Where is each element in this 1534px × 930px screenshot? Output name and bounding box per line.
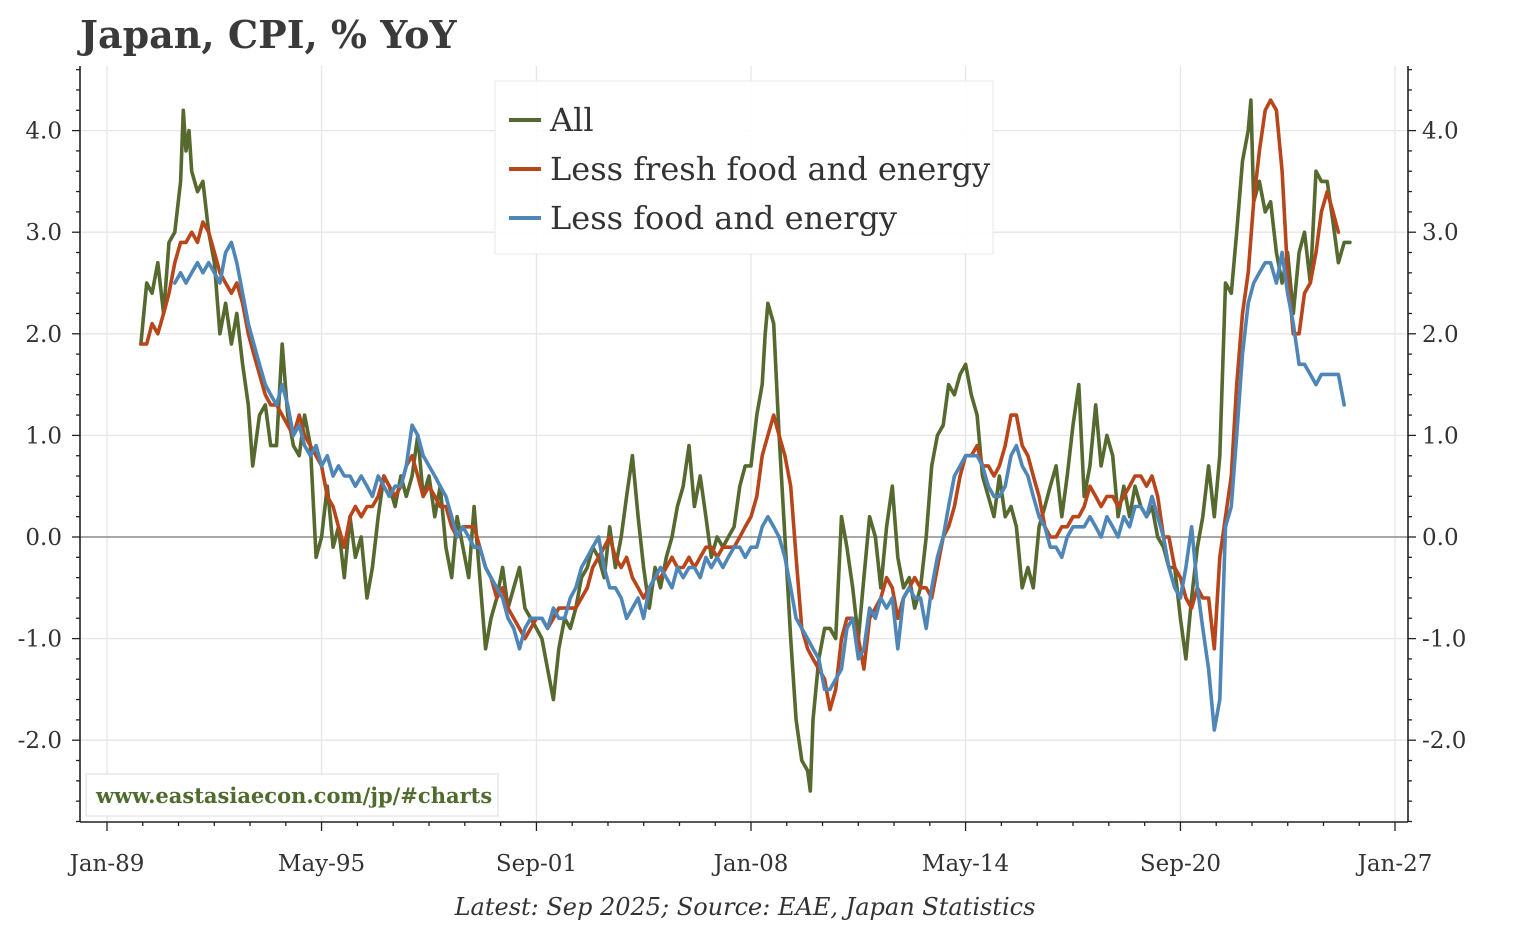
series-line-less-food-and-energy: [173, 240, 1346, 732]
legend-label-less-food-and-energy: Less food and energy: [550, 199, 897, 237]
chart-title: Japan, CPI, % YoY: [80, 12, 457, 57]
y-tick-label-left: 0.0: [25, 525, 62, 551]
y-tick-label-left: -2.0: [18, 728, 62, 754]
source-note: Latest: Sep 2025; Source: EAE, Japan Sta…: [454, 893, 1036, 921]
y-tick-label-left: 4.0: [25, 119, 62, 145]
y-tick-label-left: 2.0: [25, 322, 62, 348]
x-tick-label: May-14: [922, 851, 1009, 877]
x-tick-label: Jan-27: [1356, 851, 1433, 877]
y-tick-label-right: -2.0: [1422, 728, 1466, 754]
watermark-text: www.eastasiaecon.com/jp/#charts: [95, 783, 492, 808]
y-tick-label-left: -1.0: [18, 627, 62, 653]
legend-box: [494, 80, 994, 255]
series-lines: [139, 98, 1352, 793]
legend-label-all: All: [549, 101, 594, 139]
watermark: www.eastasiaecon.com/jp/#charts: [85, 773, 499, 817]
x-tick-label: Sep-01: [496, 851, 577, 877]
watermark-box: [85, 773, 499, 817]
y-tick-label-right: 3.0: [1422, 220, 1459, 246]
y-tick-label-right: 2.0: [1422, 322, 1459, 348]
legend-label-less-fresh-food-and-energy: Less fresh food and energy: [550, 150, 990, 188]
x-tick-label: Jan-08: [712, 851, 789, 877]
tick-labels: 4.0 4.0 3.0 3.0 2.0 2.0 1.0 1.0 0.0 0.0 -1.0 -1.0 -2…: [18, 119, 1467, 877]
y-tick-label-left: 3.0: [25, 220, 62, 246]
y-tick-label-right: 4.0: [1422, 119, 1459, 145]
x-tick-label: Jan-89: [68, 851, 145, 877]
y-tick-label-right: 0.0: [1422, 525, 1459, 551]
y-tick-label-right: -1.0: [1422, 627, 1466, 653]
series-line-less-fresh-food-and-energy: [139, 98, 1341, 712]
x-tick-label: May-95: [278, 851, 365, 877]
tick-marks: [72, 68, 1416, 831]
y-tick-label-left: 1.0: [25, 423, 62, 449]
legend: All Less fresh food and energy Less food…: [494, 80, 994, 255]
x-tick-label: Sep-20: [1140, 851, 1221, 877]
y-tick-label-right: 1.0: [1422, 423, 1459, 449]
